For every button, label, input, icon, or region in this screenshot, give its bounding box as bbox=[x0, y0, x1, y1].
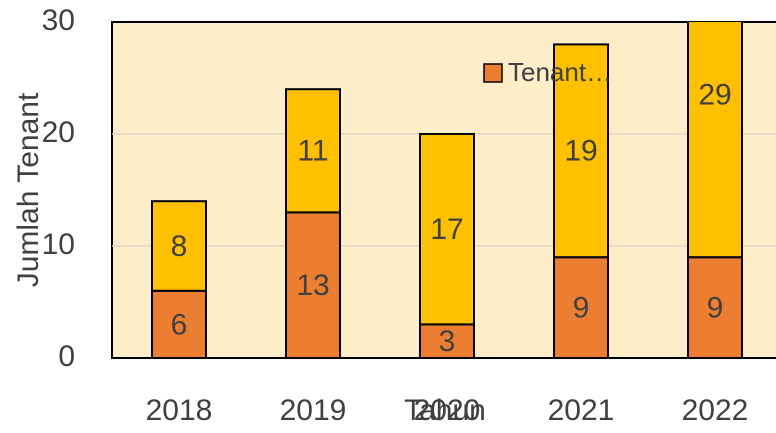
bar-segment bbox=[687, 256, 743, 358]
y-tick-label: 30 bbox=[42, 4, 75, 37]
x-tick-label: 2019 bbox=[280, 394, 347, 427]
bar-segment bbox=[553, 43, 609, 259]
data-label: 6 bbox=[171, 308, 188, 341]
data-label: 19 bbox=[564, 135, 597, 168]
data-label: 9 bbox=[707, 292, 724, 325]
data-label: 3 bbox=[439, 325, 456, 358]
x-tick-label: 2022 bbox=[682, 394, 749, 427]
bars: 6 8 13 11 3 17 9 19 9 29 bbox=[112, 22, 776, 358]
x-axis-label: Tahun bbox=[404, 394, 486, 427]
x-tick-label: 2020 bbox=[414, 394, 481, 427]
data-label: 13 bbox=[296, 269, 329, 302]
bar-segment bbox=[151, 200, 207, 292]
bar-segment bbox=[285, 88, 341, 214]
data-label: 29 bbox=[698, 79, 731, 112]
data-label: 8 bbox=[171, 230, 188, 263]
legend-swatch bbox=[483, 63, 503, 83]
bar-segment bbox=[419, 133, 475, 326]
y-axis-label: Jumlah Tenant bbox=[12, 92, 45, 287]
data-label: 17 bbox=[430, 213, 463, 246]
bar-segment bbox=[553, 256, 609, 358]
legend-label: Tenant… bbox=[508, 57, 612, 87]
y-tick-label: 10 bbox=[42, 228, 75, 261]
x-tick-label: 2021 bbox=[548, 394, 615, 427]
bar-segment bbox=[687, 22, 743, 259]
bar-segment bbox=[419, 323, 475, 358]
y-tick-label: 20 bbox=[42, 116, 75, 149]
data-label: 11 bbox=[297, 135, 328, 168]
x-tick-label: 2018 bbox=[146, 394, 213, 427]
y-tick-label: 0 bbox=[58, 340, 75, 373]
data-label: 9 bbox=[573, 292, 590, 325]
